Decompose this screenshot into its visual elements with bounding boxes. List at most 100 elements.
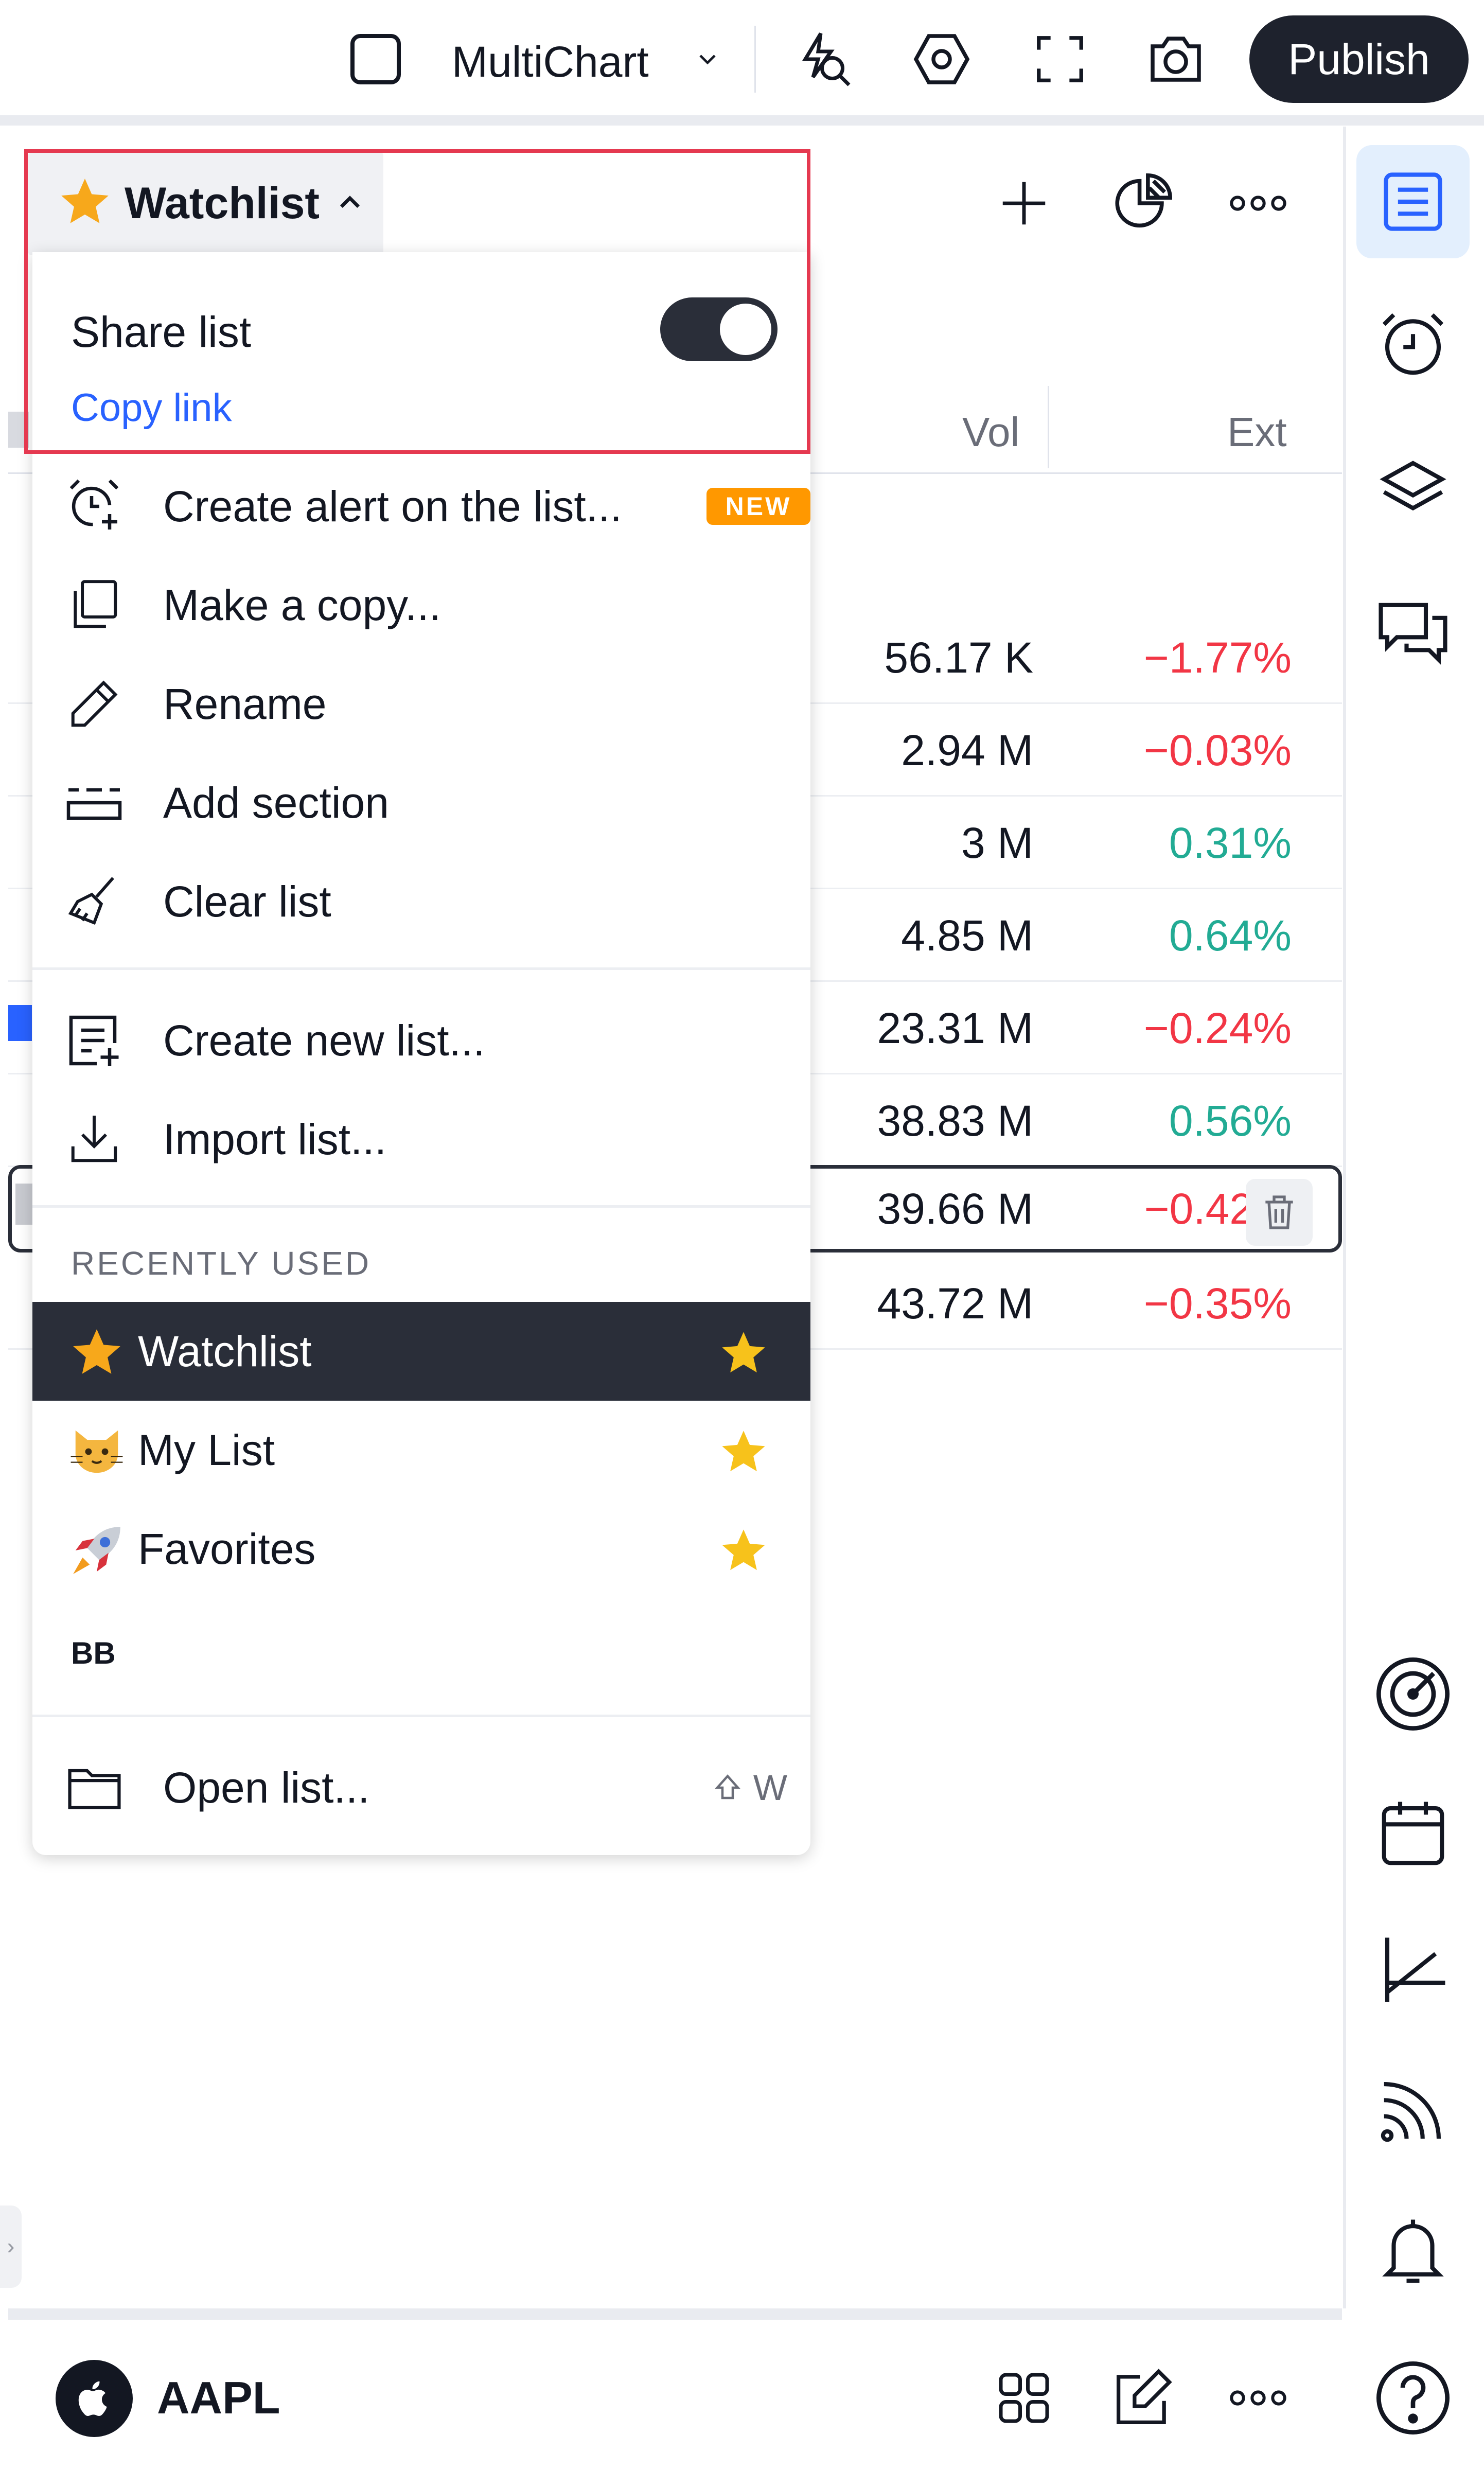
shortcut-hint: W	[712, 1738, 787, 1837]
watchlist-sidebar-icon[interactable]	[1356, 145, 1470, 258]
vol-cell: 43.72 M	[877, 1279, 1033, 1328]
row-highlight-marker	[8, 1005, 32, 1041]
feed-icon[interactable]	[1356, 2053, 1470, 2166]
pie-chart-icon[interactable]	[1106, 167, 1178, 239]
menu-item-import-list[interactable]: Import list...	[32, 1090, 810, 1189]
menu-item-rename[interactable]: Rename	[32, 655, 810, 753]
table-row[interactable]: 23.31 M −0.24%	[8, 982, 1342, 1074]
copy-link[interactable]: Copy link	[71, 386, 232, 430]
menu-item-label: Import list...	[163, 1115, 387, 1163]
ext-cell: −0.35%	[1143, 1279, 1292, 1328]
panel-divider[interactable]	[1343, 127, 1346, 2308]
favorite-star-icon[interactable]	[718, 1328, 769, 1379]
calendar-icon[interactable]	[1356, 1777, 1470, 1891]
highlight-outline	[24, 149, 810, 454]
shift-icon	[714, 1774, 740, 1799]
column-header-ext[interactable]: Ext	[1227, 409, 1287, 455]
folder-icon	[63, 1757, 125, 1819]
menu-item-label: Clear list	[163, 877, 331, 926]
settings-icon[interactable]	[908, 26, 975, 93]
menu-item-make-copy[interactable]: Make a copy...	[32, 556, 810, 655]
star-icon	[73, 1329, 120, 1374]
bell-icon[interactable]	[1356, 2195, 1470, 2308]
ext-cell: −0.24%	[1143, 1004, 1292, 1052]
layers-icon[interactable]	[1356, 432, 1470, 545]
menu-item-clear-list[interactable]: Clear list	[32, 852, 810, 951]
copy-icon	[63, 574, 125, 636]
vol-cell: 2.94 M	[901, 726, 1033, 774]
recent-item-label: Watchlist	[138, 1327, 312, 1375]
toolbar-divider	[754, 26, 756, 93]
star-icon	[61, 179, 109, 223]
favorite-star-icon[interactable]	[718, 1525, 769, 1577]
share-list-label: Share list	[71, 308, 252, 356]
menu-item-label: Open list...	[163, 1763, 370, 1812]
ext-cell: −0.42	[1144, 1185, 1253, 1233]
menu-item-add-section[interactable]: Add section	[32, 753, 810, 852]
table-row[interactable]: 4.85 M 0.64%	[8, 889, 1342, 982]
symbol-ticker[interactable]: AAPL	[157, 2372, 280, 2423]
favorite-star-icon[interactable]	[718, 1426, 769, 1478]
column-divider[interactable]	[1048, 386, 1049, 468]
bottom-divider[interactable]	[8, 2308, 1342, 2320]
vol-cell: 3 M	[961, 819, 1033, 867]
recent-item-label: Favorites	[138, 1525, 316, 1573]
recent-item-my-list[interactable]: My List	[32, 1401, 810, 1499]
trash-icon[interactable]	[1246, 1179, 1313, 1246]
menu-item-create-new-list[interactable]: Create new list...	[32, 991, 810, 1090]
trend-lines-icon[interactable]	[1356, 1913, 1470, 2026]
menu-divider	[32, 967, 810, 970]
expand-handle[interactable]: ›	[0, 2206, 22, 2288]
help-icon[interactable]	[1356, 2341, 1470, 2455]
camera-icon[interactable]	[1142, 26, 1209, 93]
vol-cell: 38.83 M	[877, 1097, 1033, 1145]
layout-square-icon[interactable]	[342, 28, 409, 90]
menu-item-label: Make a copy...	[163, 581, 441, 629]
cat-icon	[70, 1430, 123, 1473]
add-symbol-icon[interactable]	[988, 167, 1060, 239]
alarm-plus-icon	[63, 475, 125, 537]
watchlist-menu	[32, 252, 810, 1855]
vol-cell: 39.66 M	[877, 1185, 1033, 1233]
recent-item-bb[interactable]: BB	[71, 1636, 116, 1670]
toolbar-bottom-border	[0, 115, 1484, 126]
ext-cell: 0.56%	[1169, 1097, 1292, 1145]
pencil-icon	[63, 673, 125, 735]
menu-divider	[32, 1205, 810, 1208]
menu-item-create-alert[interactable]: Create alert on the list... NEW	[32, 457, 810, 556]
apple-logo-icon	[56, 2360, 133, 2437]
more-options-icon[interactable]	[1222, 167, 1294, 239]
menu-divider	[32, 1715, 810, 1717]
recent-item-favorites[interactable]: Favorites	[32, 1499, 810, 1598]
broom-icon	[63, 871, 125, 932]
publish-button[interactable]: Publish	[1249, 15, 1469, 103]
layout-label[interactable]: MultiChart	[452, 38, 649, 86]
recent-item-label: My List	[138, 1426, 275, 1474]
column-header-vol[interactable]: Vol	[962, 409, 1020, 455]
new-badge: NEW	[706, 488, 810, 525]
vol-cell: 56.17 K	[884, 633, 1033, 682]
chat-icon[interactable]	[1356, 577, 1470, 691]
chevron-down-icon[interactable]	[684, 39, 731, 80]
grid-icon[interactable]	[988, 2362, 1060, 2434]
menu-item-label: Rename	[163, 680, 327, 728]
menu-item-label: Create new list...	[163, 1016, 485, 1065]
table-row[interactable]: 38.83 M 0.56%	[8, 1074, 1342, 1167]
import-icon	[63, 1108, 125, 1170]
toggle-knob	[720, 304, 771, 355]
chevron-up-icon[interactable]	[329, 183, 370, 224]
ext-cell: −1.77%	[1143, 633, 1292, 682]
recent-item-watchlist[interactable]: Watchlist	[32, 1302, 810, 1401]
menu-item-open-list[interactable]: Open list... W	[32, 1738, 810, 1837]
watchlist-title[interactable]: Watchlist	[125, 179, 320, 228]
quick-search-icon[interactable]	[790, 26, 857, 93]
more-options-icon[interactable]	[1222, 2362, 1294, 2434]
shortcut-key: W	[753, 1768, 787, 1808]
menu-item-label: Create alert on the list...	[163, 482, 622, 531]
edit-note-icon[interactable]	[1106, 2362, 1178, 2434]
share-list-toggle[interactable]	[660, 297, 778, 361]
alarm-clock-icon[interactable]	[1356, 287, 1470, 400]
target-icon[interactable]	[1356, 1637, 1470, 1751]
fullscreen-icon[interactable]	[1027, 26, 1093, 93]
menu-item-label: Add section	[163, 779, 389, 827]
